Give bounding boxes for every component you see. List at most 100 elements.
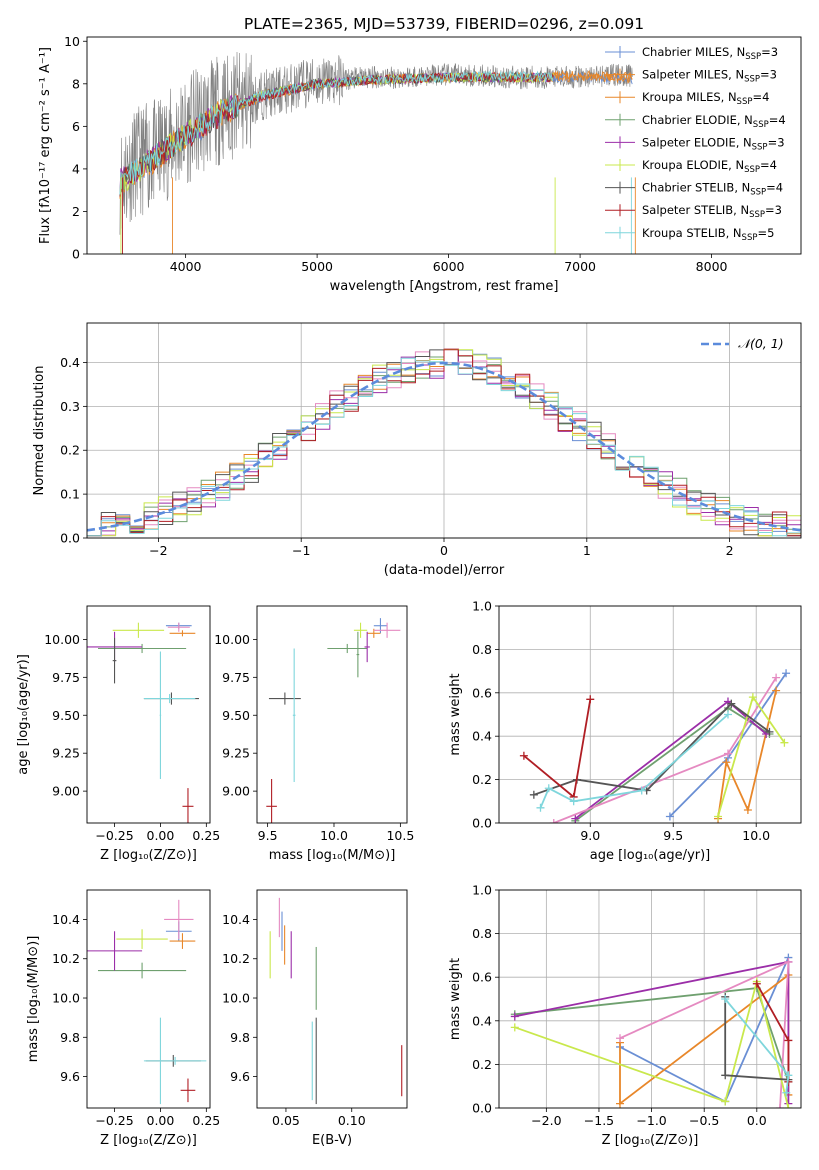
weight-marker [784, 957, 793, 966]
x-tick-label: −1.5 [584, 1113, 614, 1128]
x-tick-label: 10.0 [320, 828, 348, 843]
legend-label: Salpeter MILES, NSSP=3 [642, 68, 777, 85]
weight-vs-age-panel: 9.0 9.5 10.0 0.0 0.2 0.4 0.6 0.8 1.0 age [log₁₀(a… [448, 599, 802, 863]
y-tick-label: 9.75 [52, 670, 80, 685]
legend-label: Kroupa MILES, NSSP=4 [642, 90, 769, 107]
axes-frame [86, 322, 802, 539]
weight-marker [529, 790, 538, 799]
x-axis-label: mass [log₁₀(M/M⊙)] [269, 848, 396, 863]
y-tick-label: 8 [72, 76, 80, 91]
y-tick-label: 9.25 [52, 746, 80, 761]
weight-marker [775, 1104, 784, 1108]
x-tick-label: 0.00 [147, 828, 175, 843]
y-tick-label: 0.4 [472, 1013, 492, 1028]
legend-count: =4 [766, 181, 783, 195]
x-axis-label: Z [log₁₀(Z/Z⊙)] [100, 1133, 197, 1148]
y-tick-label: 9.8 [60, 1030, 80, 1045]
x-tick-label: 2 [726, 543, 734, 558]
weight-marker [772, 686, 781, 695]
x-tick-label: 9.5 [663, 828, 683, 843]
x-axis-label: (data-model)/error [384, 563, 505, 578]
legend-subscript: SSP [737, 97, 753, 107]
legend-subscript: SSP [745, 52, 761, 62]
y-tick-label: 6 [72, 119, 80, 134]
residual-histogram [87, 349, 801, 537]
weight-series-line [669, 672, 787, 818]
legend-subscript: SSP [752, 142, 768, 152]
x-tick-label: 0.25 [192, 828, 220, 843]
y-tick-label: 10.0 [52, 991, 80, 1006]
y-tick-label: 10.2 [222, 951, 250, 966]
weight-series-line [514, 981, 790, 1108]
y-tick-label: 9.00 [52, 784, 80, 799]
legend-subscript: SSP [753, 120, 769, 130]
y-tick-label: 0.6 [472, 970, 492, 985]
x-tick-label: 4000 [170, 259, 202, 274]
legend-label: Salpeter ELODIE, NSSP=3 [642, 135, 785, 152]
y-axis-label: mass weight [448, 958, 463, 1040]
y-tick-label: 0.2 [60, 443, 80, 458]
legend-label: 𝒩(0, 1) [738, 336, 784, 351]
legend-count: =3 [765, 203, 782, 217]
legend-label: Chabrier MILES, NSSP=3 [642, 45, 778, 62]
y-axis-label: mass weight [448, 673, 463, 755]
x-tick-label: 0.00 [147, 1113, 175, 1128]
legend-count: =4 [752, 90, 769, 104]
legend-subscript: SSP [742, 233, 758, 243]
weight-marker [519, 751, 528, 760]
age-vs-mass-panel: 9.5 10.0 10.5 9.00 9.25 9.50 9.75 10.00 mass [lo… [214, 605, 414, 863]
y-tick-label: 0.0 [60, 531, 80, 546]
y-tick-label: 9.75 [222, 670, 250, 685]
weight-marker [536, 803, 545, 812]
x-tick-label: 8000 [696, 259, 728, 274]
legend-label: Kroupa STELIB, NSSP=5 [642, 226, 774, 243]
weight-marker [544, 784, 553, 793]
weight-marker [510, 1012, 519, 1021]
weight-marker [549, 819, 558, 823]
y-tick-label: 10 [64, 34, 80, 49]
x-tick-label: −0.5 [689, 1113, 719, 1128]
y-tick-label: 10.2 [52, 951, 80, 966]
x-tick-label: −2.0 [531, 1113, 561, 1128]
weight-marker [569, 797, 578, 806]
x-tick-label: 0 [440, 543, 448, 558]
y-tick-label: 2 [72, 204, 80, 219]
x-axis-label: E(B-V) [312, 1133, 352, 1148]
weight-marker [510, 1023, 519, 1032]
weight-marker [723, 710, 732, 719]
weight-marker [571, 814, 580, 823]
x-tick-label: 9.0 [580, 828, 600, 843]
axes-frame [86, 889, 211, 1109]
x-tick-label: 0.0 [747, 1113, 767, 1128]
x-axis-label: wavelength [Angstrom, rest frame] [330, 279, 559, 294]
x-tick-label: 7000 [564, 259, 596, 274]
legend-count: =3 [761, 45, 778, 59]
axes-frame [256, 889, 408, 1109]
x-tick-label: 10.5 [386, 828, 414, 843]
weight-marker [772, 673, 781, 682]
legend-subscript: SSP [744, 75, 760, 85]
residuals-panel: −2 −1 0 1 2 0.0 0.1 0.2 0.3 0.4 (data-model)/error… [32, 322, 802, 578]
model-spectrum-line [119, 69, 554, 195]
normal-reference-curve [87, 361, 801, 532]
axes-frame [256, 605, 408, 824]
weight-marker [637, 786, 646, 795]
y-tick-label: 9.50 [222, 708, 250, 723]
y-axis-label: Flux [fλ10⁻¹⁷ erg cm⁻² s⁻¹ A⁻¹] [38, 47, 53, 244]
y-tick-label: 9.50 [52, 708, 80, 723]
legend-subscript: SSP [744, 165, 760, 175]
age-vs-metallicity-panel: −0.25 0.00 0.25 9.00 9.25 9.50 9.75 10.00 Z [log… [16, 605, 220, 863]
y-tick-label: 0.8 [472, 642, 492, 657]
y-tick-label: 0.0 [472, 1101, 492, 1116]
weight-marker [752, 979, 761, 988]
y-tick-label: 0 [72, 247, 80, 262]
y-tick-label: 1.0 [472, 599, 492, 614]
observed-spectrum [119, 51, 633, 235]
legend-count: =3 [760, 68, 777, 82]
weight-series-line [523, 699, 592, 799]
weight-marker [784, 1104, 793, 1108]
y-tick-label: 9.25 [222, 746, 250, 761]
weight-marker [782, 669, 791, 678]
weight-vs-metallicity-panel: −2.0 −1.5 −1.0 −0.5 0.0 0.0 0.2 0.4 0.6 0.8 1.0 Z [… [448, 883, 802, 1148]
x-axis-label: Z [log₁₀(Z/Z⊙)] [100, 848, 197, 863]
